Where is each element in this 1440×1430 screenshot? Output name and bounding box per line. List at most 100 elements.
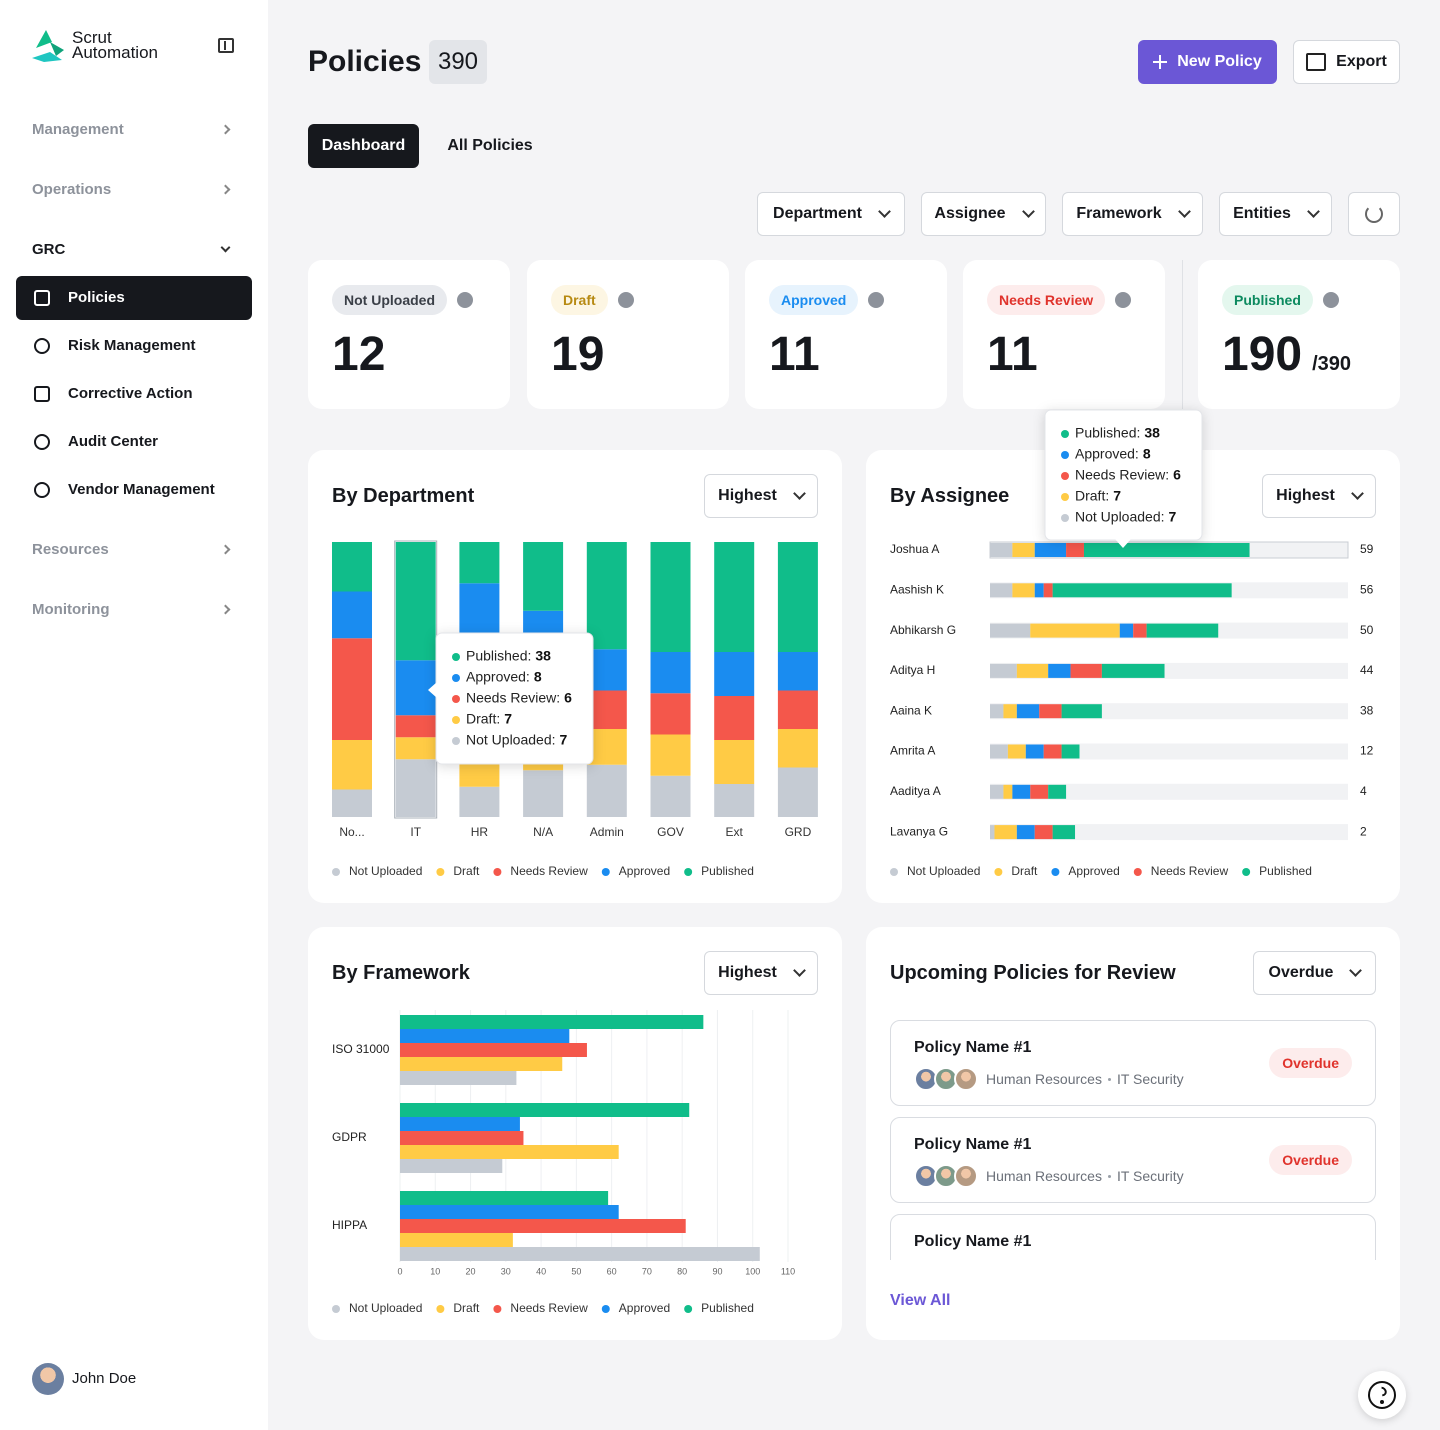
info-icon[interactable] bbox=[1322, 292, 1339, 308]
panel-title: By Framework bbox=[332, 962, 470, 984]
filter-label: Framework bbox=[1076, 205, 1162, 222]
refresh-icon bbox=[1365, 205, 1383, 223]
policy-name: Policy Name #1 bbox=[914, 1136, 1032, 1153]
status-badge: Not Uploaded bbox=[332, 285, 447, 315]
filter-dropdown[interactable]: Framework bbox=[1062, 192, 1203, 236]
filter-dropdown[interactable]: Entities bbox=[1219, 192, 1332, 236]
status-badge: Draft bbox=[551, 285, 608, 315]
chevron bbox=[792, 486, 806, 500]
dropdown-label: Overdue bbox=[1268, 964, 1334, 981]
filter-label: Department bbox=[773, 205, 862, 222]
status-pill: Overdue bbox=[1269, 1145, 1352, 1175]
stat-value: 19 bbox=[551, 328, 605, 381]
collapse-icon bbox=[224, 41, 226, 50]
stat-value-row: 19 bbox=[551, 328, 604, 382]
avatar bbox=[914, 1164, 938, 1188]
button-label: New Policy bbox=[1177, 53, 1262, 70]
tab[interactable]: All Policies bbox=[447, 137, 533, 154]
chevron bbox=[1349, 963, 1363, 977]
stat-total: /390 bbox=[1312, 353, 1352, 375]
separator-dot bbox=[1107, 1174, 1111, 1178]
info-icon[interactable] bbox=[1115, 292, 1132, 308]
info-icon[interactable] bbox=[457, 292, 473, 308]
refresh-button[interactable] bbox=[1348, 192, 1400, 236]
nav-sub-item[interactable]: Audit Center bbox=[68, 433, 158, 450]
chevron bbox=[1307, 204, 1320, 218]
view-all-link[interactable]: View All bbox=[890, 1292, 951, 1309]
chevron bbox=[792, 963, 806, 977]
nav-item[interactable]: Operations bbox=[32, 181, 112, 198]
filter-dropdown[interactable]: Assignee bbox=[921, 192, 1046, 236]
sort-dropdown[interactable]: Highest bbox=[704, 951, 818, 995]
review-item[interactable]: Policy Name #1 Human Resources IT Security… bbox=[890, 1020, 1376, 1106]
status-badge: Approved bbox=[769, 285, 859, 315]
info-icon[interactable] bbox=[617, 292, 634, 308]
info-icon[interactable] bbox=[868, 292, 885, 308]
dropdown-label: Highest bbox=[1276, 487, 1335, 504]
help-icon bbox=[1368, 1381, 1396, 1409]
button[interactable]: Export bbox=[1293, 40, 1400, 84]
user-avatar bbox=[32, 1363, 64, 1395]
separator-dot bbox=[1107, 1077, 1111, 1081]
help-button[interactable] bbox=[1358, 1371, 1406, 1419]
policy-name: Policy Name #1 bbox=[914, 1039, 1032, 1056]
stat-header: Not Uploaded bbox=[332, 285, 473, 315]
stat-card: Published 190/390 bbox=[1198, 260, 1400, 409]
panel-title: By Department bbox=[332, 485, 475, 507]
filter-dropdown[interactable]: Department bbox=[757, 192, 905, 236]
sort-dropdown[interactable]: Highest bbox=[704, 474, 818, 518]
export-icon bbox=[1306, 53, 1327, 71]
tab[interactable]: Dashboard bbox=[308, 124, 419, 168]
stat-value: 190 bbox=[1222, 328, 1303, 381]
nav-icon bbox=[34, 290, 50, 306]
nav-sub-item[interactable]: Corrective Action bbox=[68, 385, 193, 402]
stat-card: Approved 11 bbox=[745, 260, 947, 409]
nav-sub-item[interactable]: Vendor Management bbox=[68, 481, 215, 498]
status-badge: Published bbox=[1222, 285, 1313, 315]
help-icon bbox=[1380, 1400, 1384, 1404]
stat-header: Published bbox=[1222, 285, 1339, 315]
nav-sub-item[interactable]: Risk Management bbox=[68, 337, 196, 354]
chevron bbox=[1177, 204, 1191, 218]
user-name: John Doe bbox=[72, 1370, 137, 1387]
brand-name: Scrut bbox=[72, 28, 112, 47]
nav-icon bbox=[34, 482, 50, 498]
plus-icon bbox=[1153, 55, 1168, 69]
stat-header: Approved bbox=[769, 285, 885, 315]
review-list: Policy Name #1 Human Resources IT Security… bbox=[890, 1020, 1376, 1260]
sidebar bbox=[0, 0, 268, 1430]
tooltip-swatch bbox=[1061, 430, 1069, 438]
button[interactable]: New Policy bbox=[1138, 40, 1277, 84]
panel-title: Upcoming Policies for Review bbox=[890, 962, 1176, 984]
nav-item[interactable]: GRC bbox=[32, 241, 66, 258]
stat-card: Draft 19 bbox=[527, 260, 729, 409]
chevron bbox=[1021, 204, 1035, 218]
tags: Human Resources IT Security bbox=[986, 1168, 1184, 1184]
status-pill: Overdue bbox=[1269, 1048, 1352, 1078]
sort-dropdown[interactable]: Highest bbox=[1262, 474, 1376, 518]
dropdown-label: Highest bbox=[718, 964, 777, 981]
tooltip-value: 38 bbox=[1144, 425, 1160, 441]
nav-active-bg bbox=[16, 276, 252, 320]
filter-label: Assignee bbox=[934, 205, 1006, 222]
page-title: Policies bbox=[308, 45, 422, 78]
nav-item[interactable]: Resources bbox=[32, 541, 109, 558]
nav-item[interactable]: Management bbox=[32, 121, 124, 138]
chevron bbox=[1350, 486, 1364, 500]
review-item[interactable]: Policy Name #1 bbox=[890, 1214, 1376, 1260]
nav-sub-item[interactable]: Policies bbox=[68, 289, 125, 306]
nav-item[interactable]: Monitoring bbox=[32, 601, 110, 618]
stat-header: Needs Review bbox=[987, 285, 1132, 315]
button-label: Export bbox=[1336, 53, 1387, 70]
avatar bbox=[954, 1164, 978, 1188]
collapse-icon[interactable] bbox=[218, 38, 234, 53]
tag: IT Security bbox=[1116, 1071, 1184, 1087]
count-badge: 390 bbox=[429, 40, 487, 84]
dropdown-label: Highest bbox=[718, 487, 777, 504]
nav-icon bbox=[34, 338, 50, 354]
stats-divider bbox=[1182, 260, 1183, 409]
nav-icon bbox=[34, 434, 50, 450]
filter-dropdown[interactable]: Overdue bbox=[1253, 951, 1376, 995]
review-item[interactable]: Policy Name #1 Human Resources IT Security… bbox=[890, 1117, 1376, 1203]
